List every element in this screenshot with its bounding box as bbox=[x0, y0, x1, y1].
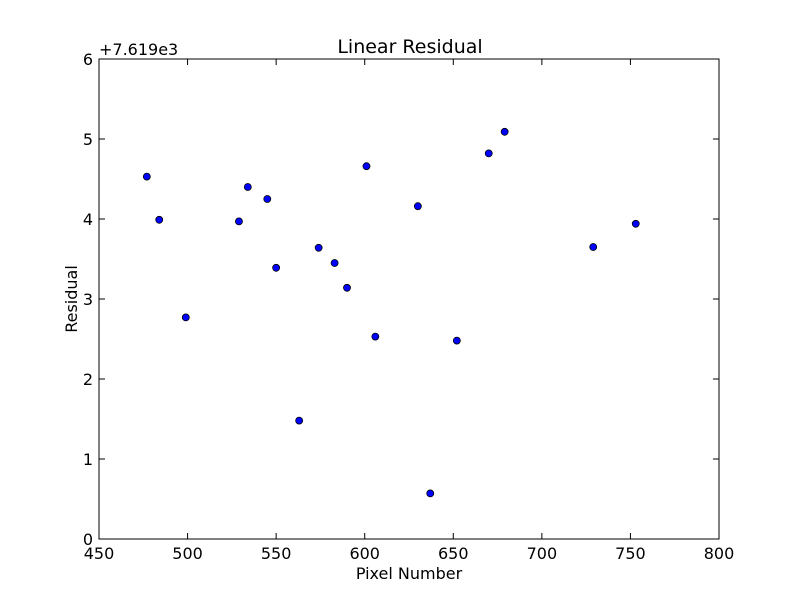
x-tick-label: 550 bbox=[261, 544, 292, 563]
data-point bbox=[413, 202, 422, 211]
data-point bbox=[181, 313, 190, 322]
chart-title: Linear Residual bbox=[337, 36, 482, 58]
x-axis-label: Pixel Number bbox=[356, 564, 463, 583]
data-point bbox=[330, 259, 339, 267]
data-point bbox=[235, 217, 243, 226]
data-point bbox=[142, 172, 151, 181]
data-point bbox=[295, 416, 304, 425]
data-point bbox=[155, 215, 164, 224]
y-tick-label: 4 bbox=[83, 210, 93, 229]
plot-frame bbox=[98, 58, 720, 540]
data-point bbox=[589, 243, 598, 251]
y-tick-label: 3 bbox=[83, 290, 93, 309]
y-tick-label: 6 bbox=[83, 50, 93, 69]
y-offset-label: +7.619e3 bbox=[99, 40, 178, 59]
data-point bbox=[452, 336, 461, 345]
data-point bbox=[272, 263, 281, 272]
data-point bbox=[362, 162, 371, 171]
y-tick-label: 0 bbox=[83, 530, 93, 549]
data-point bbox=[243, 183, 252, 191]
y-tick-label: 2 bbox=[83, 370, 93, 389]
data-point bbox=[314, 243, 323, 252]
x-tick-label: 450 bbox=[84, 544, 115, 563]
x-tick-label: 800 bbox=[704, 544, 735, 563]
y-tick-label: 1 bbox=[83, 450, 93, 469]
y-tick-label: 5 bbox=[83, 130, 93, 149]
data-point bbox=[343, 283, 351, 292]
x-tick-label: 700 bbox=[527, 544, 558, 563]
x-tick-label: 600 bbox=[349, 544, 380, 563]
x-tick-label: 500 bbox=[172, 544, 203, 563]
data-point bbox=[263, 195, 272, 203]
data-point bbox=[484, 149, 493, 158]
data-point bbox=[371, 332, 380, 341]
x-tick-label: 650 bbox=[438, 544, 469, 563]
x-tick-label: 750 bbox=[615, 544, 646, 563]
data-point bbox=[500, 127, 509, 136]
axis-ticks: 450 500 550 600 650 700 750 800 0 1 2 3 4 5 6 bbox=[83, 50, 734, 563]
y-axis-label: Residual bbox=[62, 265, 81, 333]
data-points bbox=[142, 127, 640, 498]
data-point bbox=[631, 219, 640, 228]
data-point bbox=[426, 489, 435, 498]
